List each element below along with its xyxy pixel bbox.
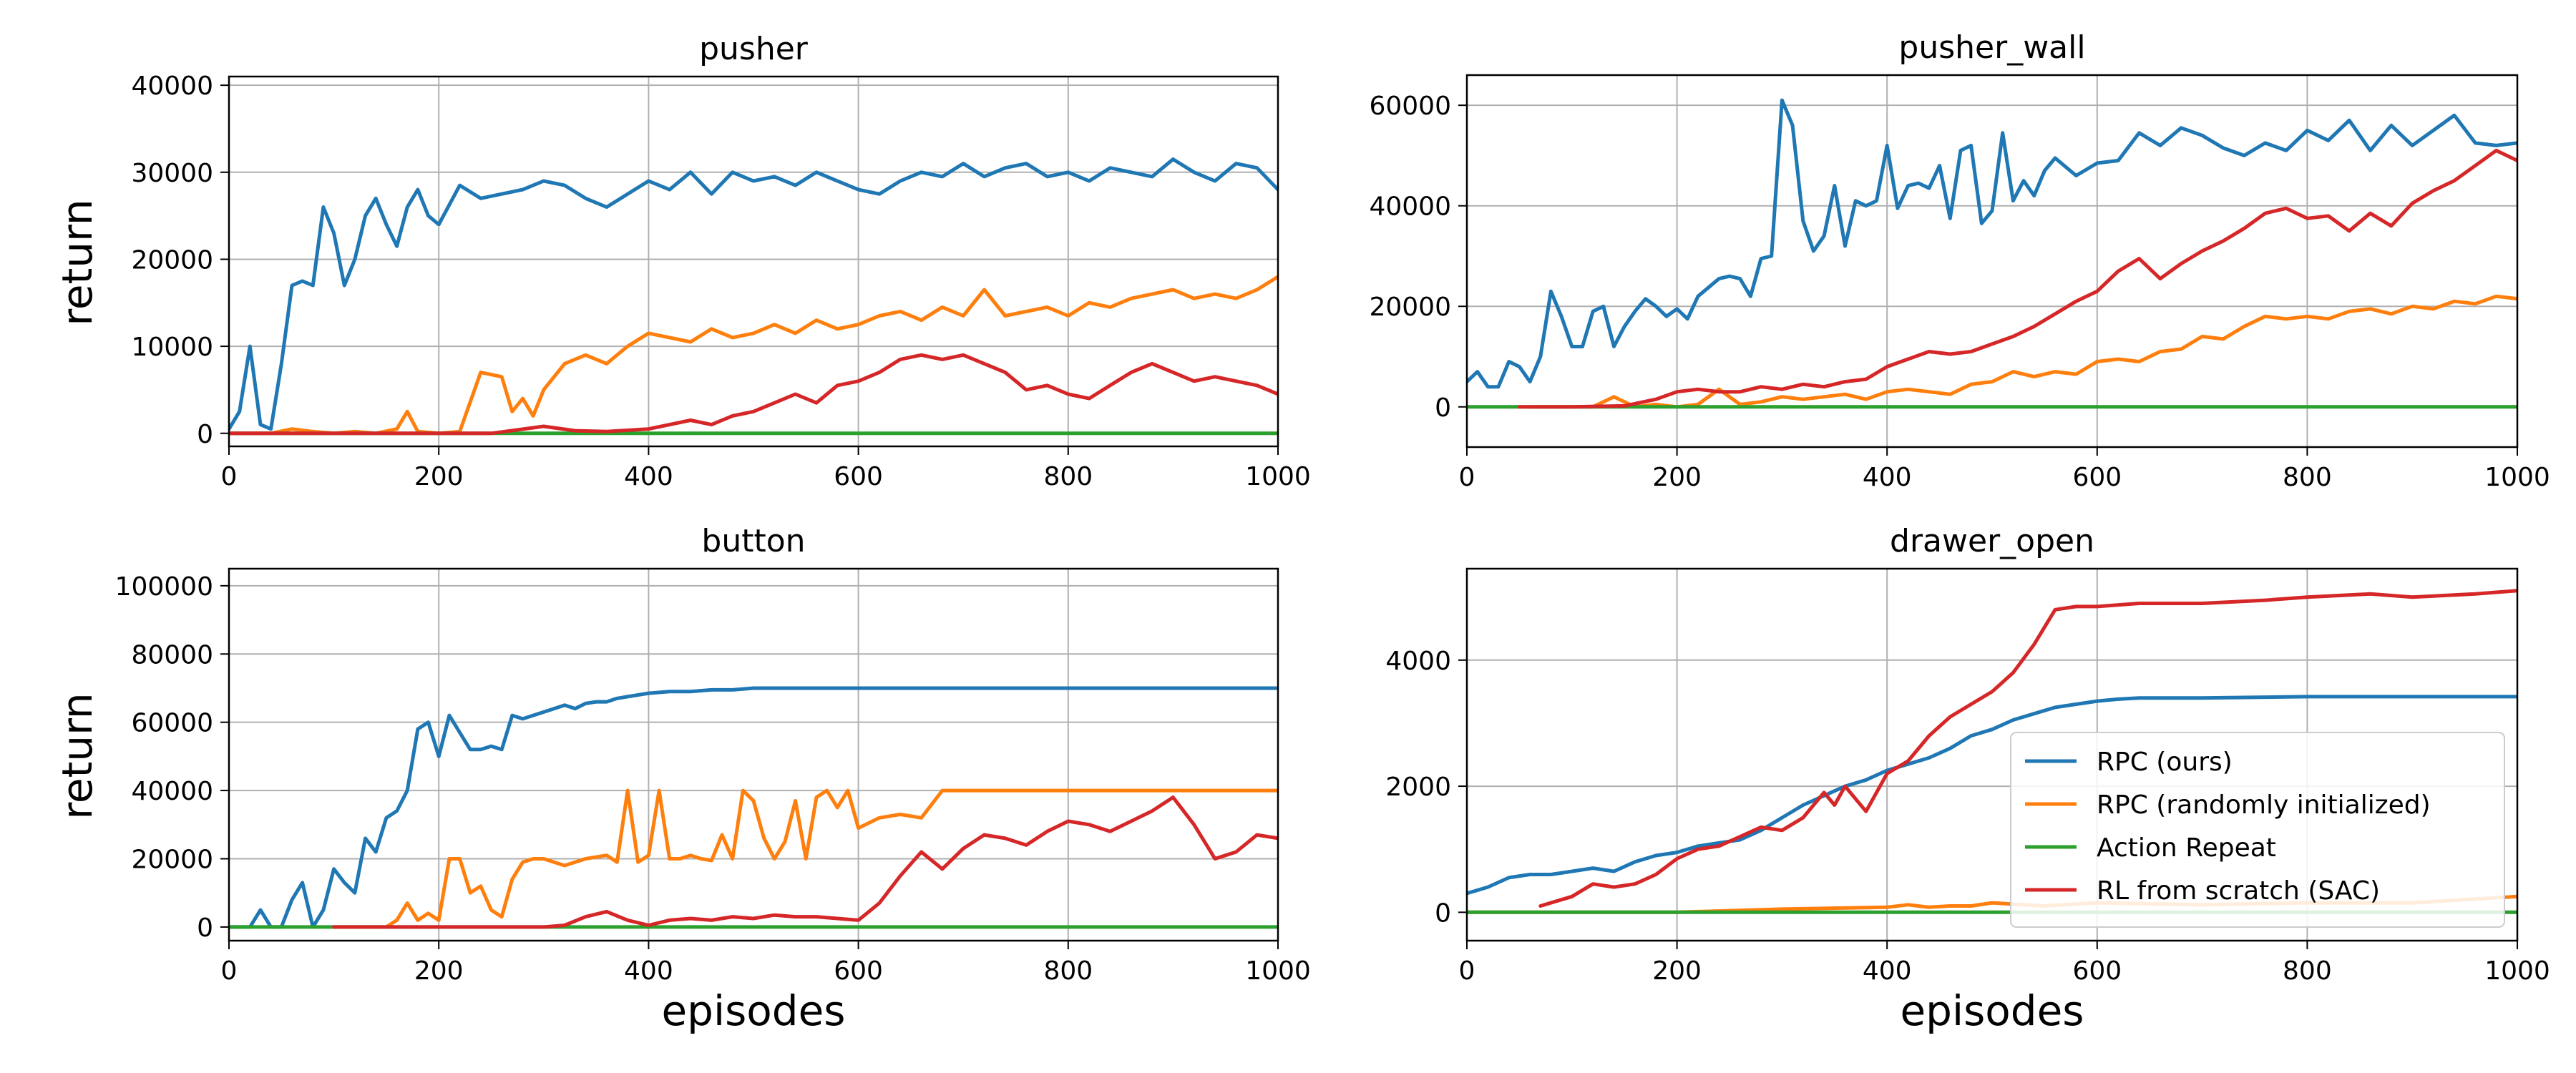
x-tick-label: 800 — [2283, 463, 2332, 492]
x-tick-label: 400 — [1863, 463, 1912, 492]
legend-item-rpc-ours: RPC (ours) — [2025, 748, 2233, 777]
grid-pusher — [228, 77, 1279, 446]
y-tick-label: 0 — [1435, 393, 1451, 423]
series-pusher-wall — [1467, 98, 2517, 409]
x-tick-label: 0 — [221, 956, 238, 986]
y-tick-label: 20000 — [131, 846, 213, 875]
x-tick-label: 0 — [1459, 956, 1475, 986]
legend-label: RPC (ours) — [2097, 748, 2233, 777]
x-tick-label: 600 — [2072, 463, 2122, 492]
series-drawer-open — [1467, 589, 2517, 914]
x-tick-label: 400 — [624, 956, 673, 986]
x-tick-label: 800 — [2283, 956, 2332, 986]
y-tick-label: 60000 — [1369, 92, 1451, 121]
chart-title-pusher-wall: pusher_wall — [1898, 29, 2085, 66]
series-line-rpc-randomly-initialized — [332, 788, 1278, 929]
y-tick-label: 20000 — [1369, 293, 1451, 322]
chart-title-button: button — [701, 523, 805, 559]
series-line-rpc-ours — [229, 686, 1278, 929]
y-tick-label: 0 — [197, 420, 213, 449]
series-line-rl-from-scratch-sac — [229, 353, 1278, 436]
y-tick-label: 0 — [1435, 898, 1451, 928]
axes-frame-button — [228, 567, 1279, 942]
panel-pusher-wall: 0 200 400 600 800 1000 0 20000 40000 60000 pusher_… — [1369, 29, 2550, 492]
y-tick-label: 80000 — [131, 640, 213, 670]
x-tick-label: 200 — [414, 462, 464, 491]
ticks-drawer-open: 0 200 400 600 800 1000 0 2000 4000 — [1385, 647, 2550, 986]
x-tick-label: 0 — [1459, 463, 1475, 492]
series-button — [229, 686, 1278, 929]
x-tick-label: 1000 — [1245, 462, 1311, 491]
y-axis-label-top: return — [53, 199, 102, 325]
y-tick-label: 20000 — [131, 245, 213, 275]
axes-frame-pusher — [228, 75, 1279, 448]
series-line-rpc-ours — [229, 157, 1278, 431]
chart-title-pusher: pusher — [699, 31, 809, 67]
x-axis-label-right: episodes — [1900, 986, 2084, 1035]
x-tick-label: 400 — [1863, 956, 1912, 986]
series-line-rpc-randomly-initialized — [1528, 294, 2517, 409]
y-tick-label: 10000 — [131, 333, 213, 362]
axes-frame-pusher-wall — [1465, 74, 2519, 449]
x-tick-label: 1000 — [1245, 956, 1311, 986]
series-line-rl-from-scratch-sac — [1538, 589, 2517, 908]
legend-label: RL from scratch (SAC) — [2097, 876, 2380, 906]
x-tick-label: 0 — [221, 462, 238, 491]
series-line-rpc-randomly-initialized — [229, 275, 1278, 436]
legend-box — [2010, 732, 2505, 928]
x-tick-label: 800 — [1043, 462, 1093, 491]
series-line-rl-from-scratch-sac — [1517, 148, 2517, 409]
x-tick-label: 400 — [624, 462, 673, 491]
grid-button — [228, 569, 1279, 941]
x-tick-label: 200 — [1652, 956, 1702, 986]
panel-drawer-open: 0 200 400 600 800 1000 0 2000 4000 drawer_open — [1385, 523, 2550, 986]
x-tick-label: 600 — [834, 956, 883, 986]
grid-pusher-wall — [1466, 75, 2518, 447]
series-pusher — [229, 157, 1278, 436]
legend-label: Action Repeat — [2097, 833, 2276, 863]
y-tick-label: 40000 — [131, 72, 213, 101]
y-tick-label: 2000 — [1385, 773, 1451, 802]
y-axis-label-bottom: return — [53, 692, 102, 819]
x-tick-label: 1000 — [2484, 463, 2550, 492]
legend-label: RPC (randomly initialized) — [2097, 790, 2431, 820]
y-tick-label: 0 — [197, 913, 213, 943]
legend-item-rpc-randomly-initialized: RPC (randomly initialized) — [2025, 790, 2431, 820]
y-tick-label: 4000 — [1385, 647, 1451, 676]
series-line-rl-from-scratch-sac — [332, 795, 1278, 929]
panel-button: 0 200 400 600 800 1000 0 20000 40000 60000 80000 10… — [115, 523, 1311, 986]
legend-item-rl-from-scratch-sac: RL from scratch (SAC) — [2025, 876, 2380, 906]
x-axis-label-left: episodes — [661, 986, 845, 1035]
series-line-rpc-ours — [1467, 98, 2517, 389]
ticks-button: 0 200 400 600 800 1000 0 20000 40000 60000 80000 10… — [115, 572, 1311, 986]
figure-labels: return return episodes episodes — [53, 199, 2084, 1035]
x-tick-label: 1000 — [2484, 956, 2550, 986]
legend-item-action-repeat: Action Repeat — [2025, 833, 2276, 863]
y-tick-label: 40000 — [1369, 192, 1451, 222]
chart-panels: 0 200 400 600 800 1000010000200003000040000pu… — [115, 29, 2550, 986]
x-tick-label: 600 — [2072, 956, 2122, 986]
axes-frame-drawer-open — [1465, 567, 2519, 942]
legend: RPC (ours) RPC (randomly initialized) Acti… — [2010, 732, 2505, 928]
y-tick-label: 40000 — [131, 777, 213, 806]
x-tick-label: 800 — [1043, 956, 1093, 986]
x-tick-label: 600 — [834, 462, 883, 491]
y-tick-label: 60000 — [131, 709, 213, 738]
x-tick-label: 200 — [414, 956, 464, 986]
panel-pusher: 0 200 400 600 800 1000010000200003000040000pu… — [131, 31, 1310, 491]
y-tick-label: 30000 — [131, 159, 213, 188]
y-tick-label: 100000 — [115, 572, 213, 602]
x-tick-label: 200 — [1652, 463, 1702, 492]
ticks-pusher-wall: 0 200 400 600 800 1000 0 20000 40000 60000 — [1369, 92, 2550, 492]
chart-title-drawer-open: drawer_open — [1890, 523, 2094, 559]
